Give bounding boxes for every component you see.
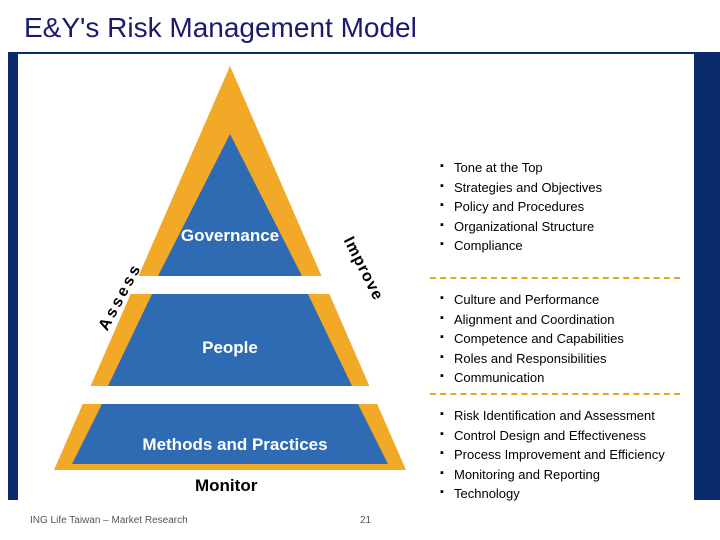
- bullet-group-methods: Risk Identification and Assessment Contr…: [440, 406, 700, 504]
- divider-dash-2: [430, 393, 680, 395]
- list-item: Organizational Structure: [440, 217, 700, 237]
- pyramid-band-1: [130, 276, 330, 294]
- bullet-group-governance: Tone at the Top Strategies and Objective…: [440, 158, 700, 256]
- footer-text: ING Life Taiwan – Market Research: [30, 515, 188, 526]
- list-item: Technology: [440, 484, 700, 504]
- slide-container: E&Y's Risk Management Model Governance P…: [0, 0, 720, 540]
- divider-dash-1: [430, 277, 680, 279]
- list-item: Process Improvement and Efficiency: [440, 445, 700, 465]
- list-item: Control Design and Effectiveness: [440, 426, 700, 446]
- list-item: Tone at the Top: [440, 158, 700, 178]
- frame-top-line: [18, 52, 694, 54]
- side-label-monitor: Monitor: [195, 476, 257, 496]
- tier-label-people: People: [170, 338, 290, 358]
- bullet-list: Tone at the Top Strategies and Objective…: [440, 158, 700, 256]
- list-item: Monitoring and Reporting: [440, 465, 700, 485]
- list-item: Policy and Procedures: [440, 197, 700, 217]
- list-item: Competence and Capabilities: [440, 329, 700, 349]
- page-number: 21: [360, 515, 371, 526]
- bullet-list: Culture and Performance Alignment and Co…: [440, 290, 700, 388]
- list-item: Roles and Responsibilities: [440, 349, 700, 369]
- list-item: Culture and Performance: [440, 290, 700, 310]
- content-area: Governance People Methods and Practices …: [30, 58, 685, 500]
- pyramid-diagram: Governance People Methods and Practices …: [40, 58, 420, 488]
- tier-label-methods: Methods and Practices: [125, 435, 345, 455]
- list-item: Compliance: [440, 236, 700, 256]
- bullet-group-people: Culture and Performance Alignment and Co…: [440, 290, 700, 388]
- list-item: Communication: [440, 368, 700, 388]
- tier-label-governance: Governance: [170, 226, 290, 246]
- list-item: Strategies and Objectives: [440, 178, 700, 198]
- list-item: Alignment and Coordination: [440, 310, 700, 330]
- pyramid-tier-methods: [72, 404, 388, 464]
- list-item: Risk Identification and Assessment: [440, 406, 700, 426]
- frame-bar-left: [8, 52, 18, 500]
- page-title: E&Y's Risk Management Model: [24, 12, 417, 44]
- bullet-list: Risk Identification and Assessment Contr…: [440, 406, 700, 504]
- pyramid-band-2: [82, 386, 378, 404]
